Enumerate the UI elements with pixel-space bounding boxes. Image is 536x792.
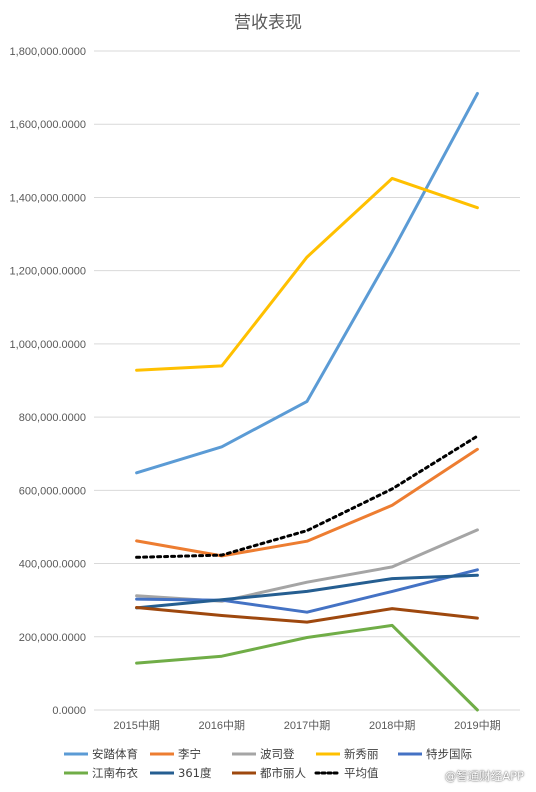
y-tick-label: 200,000.0000 [19, 632, 86, 644]
series-line-安踏体育 [135, 92, 479, 475]
x-tick-label: 2017中期 [284, 719, 330, 732]
series-line-平均值 [135, 434, 479, 559]
legend-label: 新秀丽 [344, 747, 379, 761]
y-tick-label: 1,400,000.0000 [10, 192, 86, 204]
series-line-都市丽人 [135, 606, 479, 624]
series-line-李宁 [135, 447, 479, 558]
series-lines [135, 92, 479, 712]
y-tick-label: 0.0000 [52, 705, 86, 717]
y-tick-label: 1,000,000.0000 [10, 339, 86, 351]
x-tick-label: 2015中期 [113, 719, 159, 732]
x-tick-label: 2018中期 [369, 719, 415, 732]
series-line-江南布衣 [135, 623, 479, 712]
y-tick-label: 800,000.0000 [19, 412, 86, 424]
series-line-新秀丽 [135, 176, 479, 372]
series-line-特步国际 [135, 568, 479, 614]
x-axis: 2015中期 2016中期 2017中期 2018中期 2019中期 [113, 719, 500, 732]
watermark: @智通财经APP [444, 769, 524, 783]
x-tick-label: 2019中期 [454, 719, 500, 732]
grid-lines [94, 50, 520, 711]
legend-label: 李宁 [178, 747, 201, 761]
y-tick-label: 400,000.0000 [19, 559, 86, 571]
y-tick-label: 1,200,000.0000 [10, 266, 86, 278]
y-tick-label: 600,000.0000 [19, 485, 86, 497]
legend-label: 361度 [178, 766, 212, 780]
y-tick-label: 1,800,000.0000 [10, 46, 86, 58]
legend-label: 波司登 [260, 747, 295, 761]
y-tick-label: 1,600,000.0000 [10, 119, 86, 131]
x-tick-label: 2016中期 [199, 719, 245, 732]
legend-label: 江南布衣 [92, 766, 138, 780]
y-axis: 0.0000 200,000.0000 400,000.0000 600,000.00… [10, 46, 86, 717]
series-line-361度 [135, 573, 479, 610]
legend-label: 特步国际 [426, 747, 472, 761]
legend-label: 平均值 [344, 766, 379, 780]
chart-title: 营收表现 [234, 13, 302, 33]
legend-label: 都市丽人 [260, 766, 306, 780]
legend-label: 安踏体育 [92, 747, 138, 761]
